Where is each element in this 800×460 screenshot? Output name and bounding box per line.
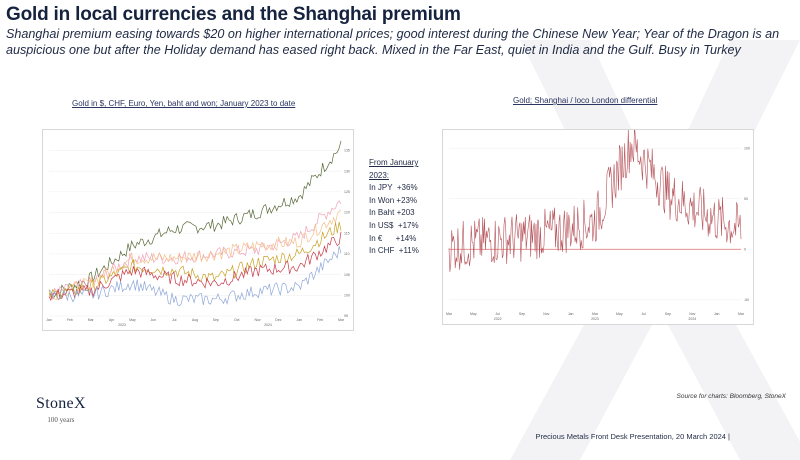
- y-tick-label: 120: [344, 211, 350, 215]
- right-chart-caption: Gold; Shanghai / loco London differentia…: [513, 96, 658, 105]
- x-year-label: 2024: [688, 317, 696, 321]
- series-line-CHF: [48, 246, 342, 307]
- x-tick-label: Apr: [109, 318, 115, 322]
- x-tick-label: Nov: [543, 312, 549, 316]
- x-year-label: 2022: [494, 317, 502, 321]
- series-line-JPY: [48, 140, 342, 300]
- note-line: In Won +23%: [369, 195, 418, 205]
- x-tick-label: May: [470, 312, 477, 316]
- x-tick-label: Nov: [254, 318, 260, 322]
- note-line: In JPY +36%: [369, 183, 418, 193]
- series-line-differential: [448, 125, 742, 272]
- y-tick-label: 95: [344, 314, 348, 318]
- y-tick-label: 100: [344, 294, 350, 298]
- x-tick-label: Mar: [88, 318, 95, 322]
- series-line-€: [48, 231, 342, 302]
- x-tick-label: Sep: [665, 312, 671, 316]
- slide-subtitle: Shanghai premium easing towards $20 on h…: [6, 27, 780, 57]
- note-line: In € +14%: [369, 233, 417, 243]
- x-tick-label: Oct: [234, 318, 239, 322]
- x-year-label: 2023: [591, 317, 599, 321]
- left-chart-caption: Gold in $, CHF, Euro, Yen, baht and won;…: [72, 99, 296, 108]
- y-tick-label: 135: [344, 149, 350, 153]
- left-chart-plot: Jan Feb Mar Apr May Jun Jul Aug Sep Oct Nov Dec Jan F…: [46, 140, 350, 327]
- right-chart: Mar May Jul Sep Nov Jan Mar May Jul Sep Nov Jan Mar 2…: [442, 125, 754, 325]
- y-tick-label: 125: [344, 190, 350, 194]
- note-line: From January: [369, 158, 419, 167]
- series-line-Won: [48, 200, 342, 301]
- note-line: In Baht +203: [369, 208, 415, 218]
- right-chart-plot: Mar May Jul Sep Nov Jan Mar May Jul Sep Nov Jan Mar2…: [446, 125, 750, 321]
- x-tick-label: Jan: [568, 312, 574, 316]
- x-tick-label: Jan: [296, 318, 302, 322]
- y-tick-label: 110: [344, 252, 350, 256]
- y-tick-label: 0: [744, 247, 746, 251]
- x-tick-label: Jan: [46, 318, 52, 322]
- logo-name: StoneX: [36, 395, 86, 412]
- series-line-US$: [48, 221, 342, 301]
- x-tick-label: Mar: [738, 312, 745, 316]
- x-tick-label: Feb: [317, 318, 323, 322]
- chart-source: Source for charts: Bloomberg, StoneX: [676, 393, 786, 400]
- x-tick-label: May: [616, 312, 623, 316]
- series-line-Baht: [48, 209, 342, 301]
- x-tick-label: May: [129, 318, 136, 322]
- x-tick-label: Sep: [213, 318, 219, 322]
- note-line: In CHF +11%: [369, 246, 419, 256]
- logo-tagline: 100 years: [47, 416, 75, 424]
- x-tick-label: Sep: [519, 312, 525, 316]
- x-tick-label: Aug: [192, 318, 198, 322]
- stonex-logo: StoneX 100 years: [36, 395, 86, 424]
- x-tick-label: Mar: [592, 312, 599, 316]
- x-tick-label: Jul: [495, 312, 500, 316]
- change-since-jan-2023-note: From January 2023: In JPY +36% In Won +2…: [369, 157, 419, 258]
- x-tick-label: Nov: [689, 312, 695, 316]
- left-chart: Jan Feb Mar Apr May Jun Jul Aug Sep Oct Nov Dec Jan F…: [42, 129, 354, 331]
- x-tick-label: Mar: [446, 312, 453, 316]
- slide-title: Gold in local currencies and the Shangha…: [6, 4, 461, 25]
- x-tick-label: Jun: [150, 318, 156, 322]
- x-tick-label: Jul: [641, 312, 646, 316]
- x-year-label: 2023: [118, 323, 126, 327]
- note-line: In US$ +17%: [369, 220, 419, 230]
- x-tick-label: Jan: [714, 312, 720, 316]
- y-tick-label: 50: [744, 197, 748, 201]
- x-tick-label: Feb: [67, 318, 73, 322]
- note-line: 2023:: [369, 170, 390, 180]
- y-tick-label: 100: [744, 146, 750, 150]
- y-tick-label: 130: [344, 169, 350, 173]
- y-tick-label: 105: [344, 273, 350, 277]
- x-tick-label: Jul: [172, 318, 177, 322]
- y-tick-label: 115: [344, 231, 350, 235]
- x-tick-label: Dec: [275, 318, 281, 322]
- x-year-label: 2024: [264, 323, 272, 327]
- y-tick-label: -50: [744, 298, 749, 302]
- x-tick-label: Mar: [338, 318, 345, 322]
- footer-text: Precious Metals Front Desk Presentation,…: [535, 432, 730, 441]
